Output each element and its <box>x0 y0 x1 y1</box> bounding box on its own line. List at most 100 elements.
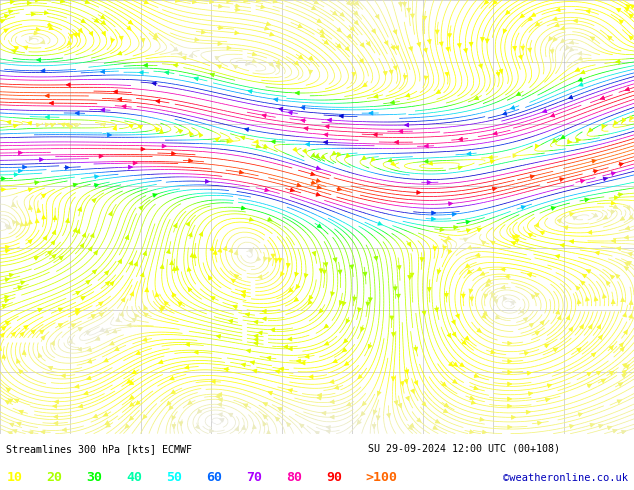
FancyArrowPatch shape <box>252 59 256 63</box>
FancyArrowPatch shape <box>322 411 326 415</box>
FancyArrowPatch shape <box>576 138 580 142</box>
FancyArrowPatch shape <box>165 71 169 74</box>
FancyArrowPatch shape <box>48 251 52 255</box>
FancyArrowPatch shape <box>118 259 122 264</box>
FancyArrowPatch shape <box>227 0 231 3</box>
FancyArrowPatch shape <box>424 48 427 52</box>
FancyArrowPatch shape <box>81 296 85 300</box>
FancyArrowPatch shape <box>508 425 512 429</box>
FancyArrowPatch shape <box>447 236 451 240</box>
FancyArrowPatch shape <box>288 389 292 392</box>
FancyArrowPatch shape <box>120 312 124 316</box>
FancyArrowPatch shape <box>384 72 387 75</box>
FancyArrowPatch shape <box>491 293 495 297</box>
FancyArrowPatch shape <box>399 129 403 133</box>
FancyArrowPatch shape <box>347 1 351 5</box>
FancyArrowPatch shape <box>141 38 145 43</box>
FancyArrowPatch shape <box>564 226 568 230</box>
FancyArrowPatch shape <box>366 42 370 46</box>
FancyArrowPatch shape <box>420 258 424 262</box>
FancyArrowPatch shape <box>338 270 342 274</box>
FancyArrowPatch shape <box>301 361 305 365</box>
FancyArrowPatch shape <box>344 339 348 343</box>
FancyArrowPatch shape <box>442 382 446 386</box>
FancyArrowPatch shape <box>36 0 39 2</box>
FancyArrowPatch shape <box>578 51 582 55</box>
FancyArrowPatch shape <box>616 8 621 12</box>
FancyArrowPatch shape <box>105 271 108 275</box>
FancyArrowPatch shape <box>129 124 133 128</box>
FancyArrowPatch shape <box>48 367 53 370</box>
FancyArrowPatch shape <box>340 12 344 17</box>
FancyArrowPatch shape <box>555 23 559 27</box>
FancyArrowPatch shape <box>14 47 18 50</box>
FancyArrowPatch shape <box>586 270 591 273</box>
FancyArrowPatch shape <box>301 106 305 110</box>
FancyArrowPatch shape <box>34 257 39 260</box>
FancyArrowPatch shape <box>267 356 271 360</box>
FancyArrowPatch shape <box>164 301 169 305</box>
FancyArrowPatch shape <box>543 109 547 113</box>
FancyArrowPatch shape <box>186 222 190 226</box>
FancyArrowPatch shape <box>29 188 32 192</box>
FancyArrowPatch shape <box>512 416 515 419</box>
FancyArrowPatch shape <box>553 139 557 143</box>
FancyArrowPatch shape <box>13 429 17 433</box>
FancyArrowPatch shape <box>330 380 334 384</box>
FancyArrowPatch shape <box>437 270 441 274</box>
FancyArrowPatch shape <box>493 131 497 135</box>
FancyArrowPatch shape <box>374 256 378 261</box>
FancyArrowPatch shape <box>590 423 594 427</box>
FancyArrowPatch shape <box>16 359 20 364</box>
FancyArrowPatch shape <box>453 363 458 367</box>
FancyArrowPatch shape <box>52 230 56 235</box>
FancyArrowPatch shape <box>246 62 250 65</box>
FancyArrowPatch shape <box>621 297 624 302</box>
FancyArrowPatch shape <box>587 384 592 388</box>
FancyArrowPatch shape <box>46 115 49 119</box>
FancyArrowPatch shape <box>86 280 90 284</box>
FancyArrowPatch shape <box>384 41 388 45</box>
FancyArrowPatch shape <box>387 414 391 417</box>
FancyArrowPatch shape <box>447 333 451 338</box>
FancyArrowPatch shape <box>404 123 409 127</box>
FancyArrowPatch shape <box>531 294 535 299</box>
FancyArrowPatch shape <box>113 90 117 94</box>
FancyArrowPatch shape <box>60 0 65 3</box>
FancyArrowPatch shape <box>319 309 323 313</box>
FancyArrowPatch shape <box>42 215 46 219</box>
FancyArrowPatch shape <box>393 30 397 34</box>
FancyArrowPatch shape <box>352 73 356 76</box>
FancyArrowPatch shape <box>239 170 243 174</box>
FancyArrowPatch shape <box>132 318 136 322</box>
FancyArrowPatch shape <box>448 249 452 254</box>
FancyArrowPatch shape <box>620 217 624 221</box>
FancyArrowPatch shape <box>354 21 358 24</box>
FancyArrowPatch shape <box>391 46 394 50</box>
FancyArrowPatch shape <box>153 33 158 37</box>
FancyArrowPatch shape <box>463 49 467 53</box>
FancyArrowPatch shape <box>235 31 239 35</box>
FancyArrowPatch shape <box>59 256 63 260</box>
FancyArrowPatch shape <box>577 300 581 304</box>
FancyArrowPatch shape <box>155 293 159 297</box>
FancyArrowPatch shape <box>524 318 527 321</box>
FancyArrowPatch shape <box>161 306 165 310</box>
FancyArrowPatch shape <box>503 296 507 301</box>
FancyArrowPatch shape <box>158 360 163 364</box>
FancyArrowPatch shape <box>624 267 629 270</box>
FancyArrowPatch shape <box>407 242 411 246</box>
FancyArrowPatch shape <box>290 188 294 192</box>
FancyArrowPatch shape <box>588 325 592 329</box>
FancyArrowPatch shape <box>560 178 564 181</box>
FancyArrowPatch shape <box>235 427 238 431</box>
FancyArrowPatch shape <box>185 366 189 369</box>
FancyArrowPatch shape <box>458 137 463 141</box>
FancyArrowPatch shape <box>130 395 134 399</box>
FancyArrowPatch shape <box>344 362 349 366</box>
FancyArrowPatch shape <box>93 270 96 274</box>
FancyArrowPatch shape <box>316 166 320 170</box>
FancyArrowPatch shape <box>411 389 414 393</box>
FancyArrowPatch shape <box>556 310 560 314</box>
FancyArrowPatch shape <box>561 135 565 139</box>
